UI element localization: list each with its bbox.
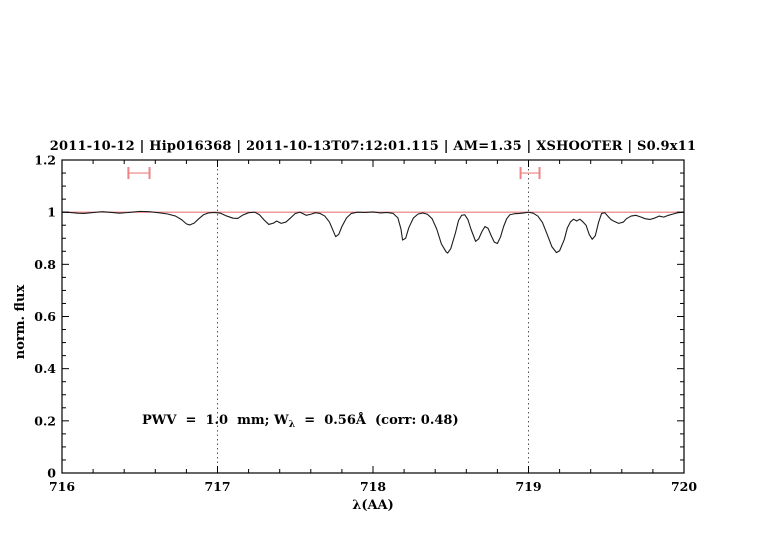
pwv-annotation-prefix: PWV = 1.0 mm; W [142,413,289,428]
spectrum-line-group [61,210,685,254]
y-tick-label: 1 [47,205,56,220]
y-tick-label: 0.2 [34,413,56,428]
pwv-annotation: PWV = 1.0 mm; Wλ = 0.56Å (corr: 0.48) [142,412,459,430]
axis-tick-labels: 716 717 718 719 720 0 0.2 0.4 0.6 0.8 1 1.2 [34,153,697,495]
pwv-annotation-subscript-lambda: λ [289,419,296,430]
plot-frame [61,159,685,474]
spectrum-line [61,210,685,254]
pwv-annotation-suffix: = 0.56Å (corr: 0.48) [295,412,458,428]
telluric-band-markers [127,167,541,180]
x-tick-label: 720 [671,479,697,494]
x-tick-label: 717 [204,479,230,494]
y-tick-label: 0.6 [34,309,56,324]
x-tick-label: 718 [360,479,386,494]
axis-ticks [61,159,685,474]
y-tick-label: 0 [47,466,56,481]
y-tick-label: 1.2 [34,153,56,168]
x-axis-label: λ(AA) [352,498,394,513]
x-tick-label: 719 [515,479,541,494]
y-tick-label: 0.8 [34,257,56,272]
y-axis-label: norm. flux [13,285,28,360]
y-tick-label: 0.4 [34,361,56,376]
plot-title: 2011-10-12 | Hip016368 | 2011-10-13T07:1… [50,139,696,154]
x-tick-label: 716 [49,479,75,494]
